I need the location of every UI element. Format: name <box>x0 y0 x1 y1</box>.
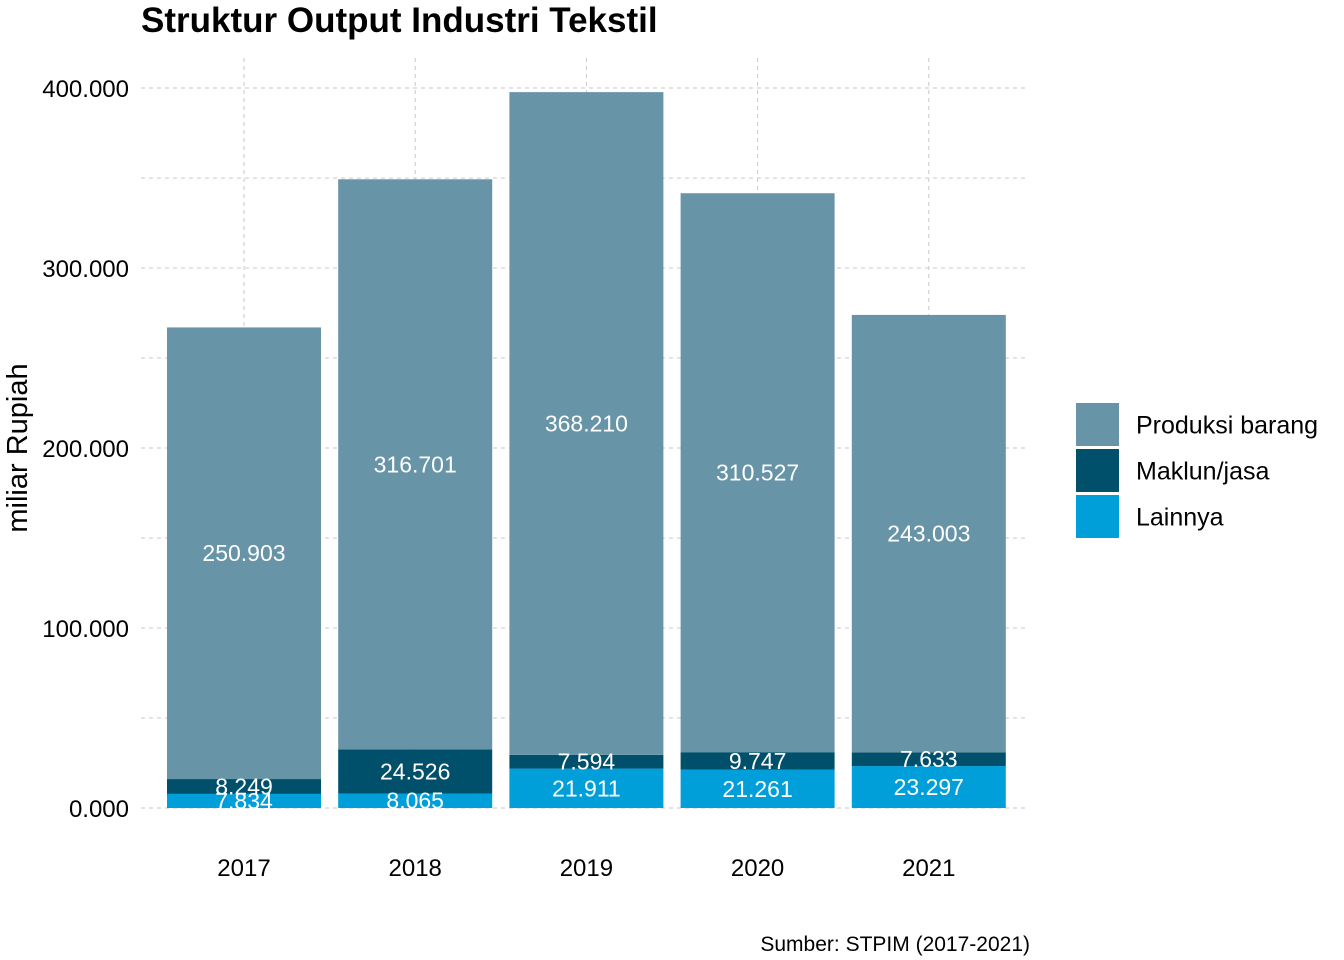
y-tick-label: 300.000 <box>42 256 129 283</box>
legend-key <box>1076 449 1119 492</box>
bar-value-label: 310.527 <box>716 460 799 486</box>
y-tick-label: 200.000 <box>42 436 129 463</box>
legend-label: Produksi barang <box>1136 412 1318 440</box>
bar-value-label: 21.261 <box>722 776 792 802</box>
bar-segment <box>167 779 321 794</box>
bar-value-label: 250.903 <box>202 540 285 566</box>
bar-segment <box>851 314 1006 753</box>
y-tick-label: 0.000 <box>69 796 129 823</box>
bar-segment <box>509 92 664 755</box>
x-tick-label: 2019 <box>560 855 613 882</box>
bar-value-label: 368.210 <box>545 411 628 437</box>
bar-value-label: 24.526 <box>380 758 450 784</box>
bar-segment <box>338 793 493 808</box>
bar-segment <box>680 193 835 753</box>
y-tick-label: 100.000 <box>42 616 129 643</box>
bar-value-label: 243.003 <box>887 521 970 547</box>
bar-segment <box>167 327 321 780</box>
legend-label: Lainnya <box>1136 504 1224 532</box>
bar-segment <box>338 749 493 794</box>
bar-segment <box>680 769 835 808</box>
y-axis-title: miliar Rupiah <box>2 363 34 532</box>
bar-segment <box>851 752 1006 767</box>
bar-value-label: 7.834 <box>215 788 273 814</box>
bar-value-label: 21.911 <box>552 775 621 801</box>
bar-segment <box>851 766 1006 808</box>
legend-key <box>1076 495 1119 538</box>
y-tick-label: 400.000 <box>42 76 129 103</box>
x-tick-label: 2021 <box>902 855 955 882</box>
bar-segment <box>167 793 321 808</box>
legend-label: Maklun/jasa <box>1136 458 1269 486</box>
bar-segment <box>509 768 664 808</box>
x-tick-label: 2018 <box>389 855 442 882</box>
x-axis: 2017 2018 2019 2020 2021 <box>217 855 955 882</box>
legend-key <box>1076 403 1119 446</box>
bar-value-label: 7.633 <box>900 746 958 772</box>
bar-value-label: 7.594 <box>558 749 616 775</box>
source-caption: Sumber: STPIM (2017-2021) <box>760 933 1030 956</box>
y-axis: 0.000 100.000 200.000 300.000 400.000 <box>42 76 129 823</box>
bar-segment <box>680 752 835 770</box>
bar-value-label: 316.701 <box>374 451 457 477</box>
bar-value-label: 23.297 <box>894 774 964 800</box>
legend: Produksi barang Maklun/jasa Lainnya <box>1076 403 1318 538</box>
bar-value-label: 8.249 <box>215 773 273 799</box>
x-tick-label: 2017 <box>217 855 270 882</box>
bar-value-label: 9.747 <box>729 748 787 774</box>
x-tick-label: 2020 <box>731 855 784 882</box>
chart-title: Struktur Output Industri Tekstil <box>141 1 658 40</box>
bar-segment <box>338 179 493 750</box>
bar-segment <box>509 754 664 769</box>
bars <box>167 92 1006 808</box>
bar-value-label: 8.065 <box>386 788 444 814</box>
